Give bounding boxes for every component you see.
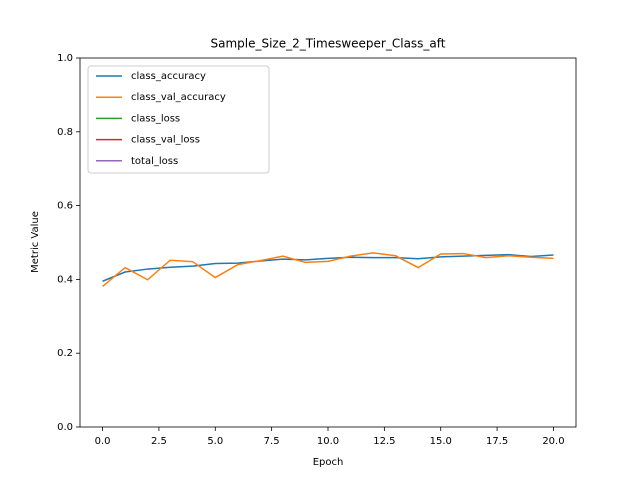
x-tick-label: 2.5	[151, 436, 167, 447]
y-tick-label: 1.0	[57, 53, 73, 64]
legend-label: total_loss	[131, 156, 178, 167]
x-tick-label: 15.0	[430, 436, 452, 447]
series-line	[102, 252, 554, 287]
legend-box	[87, 65, 270, 174]
y-tick-label: 0.0	[57, 422, 73, 433]
legend-label: class_val_accuracy	[131, 92, 226, 103]
legend-label: class_accuracy	[131, 71, 206, 82]
y-tick-label: 0.8	[57, 127, 73, 138]
x-tick-label: 7.5	[264, 436, 280, 447]
y-tick-label: 0.2	[57, 348, 73, 359]
x-tick-label: 20.0	[542, 436, 564, 447]
y-axis-label: Metric Value	[30, 211, 41, 273]
legend-label: class_loss	[131, 113, 180, 124]
y-tick-label: 0.4	[57, 274, 73, 285]
legend-label: class_val_loss	[131, 135, 200, 146]
x-tick-label: 17.5	[486, 436, 508, 447]
x-tick-label: 5.0	[207, 436, 223, 447]
x-axis-label: Epoch	[313, 457, 344, 468]
plot-frame	[79, 57, 577, 428]
x-tick-label: 12.5	[373, 436, 395, 447]
chart-title: Sample_Size_2_Timesweeper_Class_aft	[210, 37, 445, 51]
x-tick-label: 0.0	[95, 436, 111, 447]
y-tick-label: 0.6	[57, 201, 73, 212]
x-tick-label: 10.0	[317, 436, 339, 447]
